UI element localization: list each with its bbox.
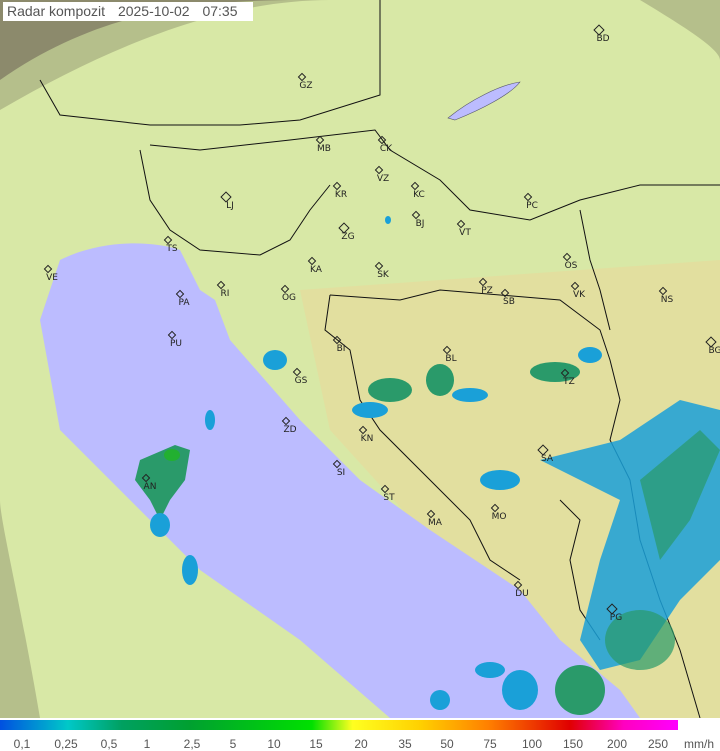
city-label-tz: TZ [563,377,575,387]
legend-tick: 150 [562,737,584,751]
legend-tick: 0,1 [13,737,31,751]
legend-tick: 200 [606,737,628,751]
legend-tick: 0,25 [54,737,78,751]
city-label-sa: SA [540,454,554,464]
city-label-du: DU [515,589,529,599]
city-label-bj: BJ [415,219,425,229]
city-label-ve: VE [46,273,58,283]
legend-tick: 5 [229,737,237,751]
city-label-pg: PG [609,613,623,623]
legend-tick: 35 [398,737,412,751]
city-label-pu: PU [169,339,183,349]
legend-unit: mm/h [684,737,714,751]
city-label-vk: VK [572,290,586,300]
city-label-bl: BL [445,354,457,364]
city-label-vt: VT [459,228,471,238]
legend-tick: 100 [521,737,543,751]
city-label-pz: PZ [481,286,493,296]
city-label-ma: MA [428,518,442,528]
city-label-kr: KR [334,190,348,200]
legend-tick: 2,5 [183,737,201,751]
adriatic-sea [40,243,640,718]
title-label: Radar kompozit [7,3,106,19]
city-label-vz: VZ [376,174,390,184]
precipitation-legend: 0,1 0,25 0,5 1 2,5 5 10 15 20 35 50 75 100 150 200 250 m… [0,718,720,751]
city-label-lj: LJ [226,201,234,211]
city-label-sk: SK [377,270,389,280]
city-label-mb: MB [317,144,331,154]
legend-tick: 75 [483,737,497,751]
city-label-gs: GS [294,376,308,386]
city-label-ka: KA [310,265,322,275]
city-label-si: SI [336,468,346,478]
legend-tick: 15 [309,737,323,751]
city-label-zg: ZG [341,232,355,242]
city-label-bi: BI [336,344,346,354]
legend-tick: 20 [354,737,368,751]
city-label-pa: PA [178,298,190,308]
city-label-os: OS [564,261,578,271]
radar-map[interactable] [0,0,720,718]
city-label-st: ST [383,493,395,503]
legend-tick: 250 [647,737,669,751]
legend-tick: 10 [267,737,281,751]
city-label-pc: PC [526,201,538,211]
city-label-mo: MO [491,512,507,522]
city-label-ck: CK [379,144,393,154]
color-scale-bar [0,720,678,730]
city-label-sb: SB [503,297,515,307]
city-label-an: AN [143,482,157,492]
city-label-kc: KC [413,190,425,200]
lake-balaton [447,81,521,121]
title-date: 2025-10-02 [117,3,190,19]
legend-tick: 50 [440,737,454,751]
city-label-kn: KN [360,434,374,444]
city-label-og: OG [281,293,297,303]
city-label-zd: ZD [283,425,297,435]
precipitation-echoes [135,216,720,715]
radar-title: Radar kompozit 2025-10-02 07:35 [3,2,253,21]
city-label-gz: GZ [299,81,313,91]
city-label-ns: NS [660,295,674,305]
legend-tick: 1 [143,737,151,751]
legend-tick: 0,5 [100,737,118,751]
title-time: 07:35 [202,3,238,19]
city-label-ts: TS [166,244,178,254]
city-label-bg: BG [708,346,720,356]
city-label-ri: RI [220,289,230,299]
city-label-bd: BD [596,34,610,44]
